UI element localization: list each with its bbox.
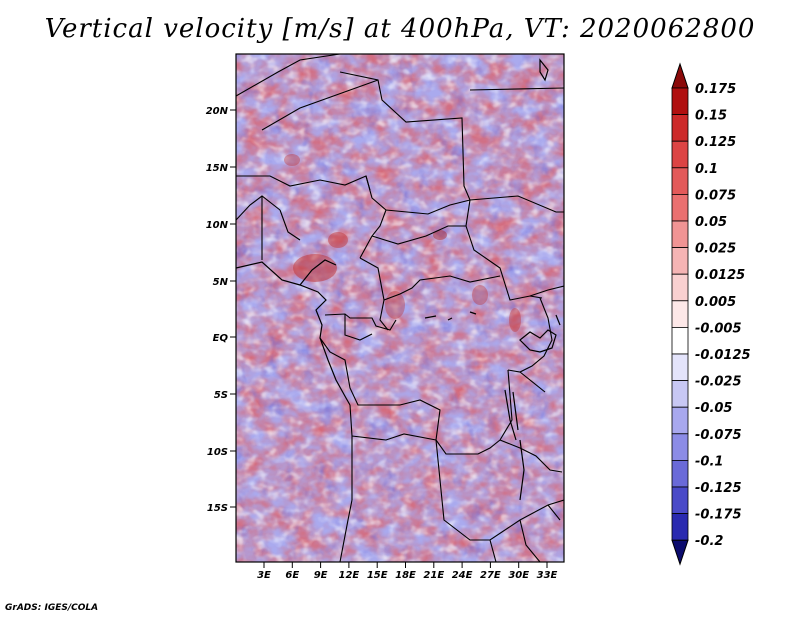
- colorbar-swatch: [671, 114, 689, 142]
- colorbar-level-label: -0.125: [695, 481, 742, 496]
- lat-tick-label: 10S: [207, 447, 228, 458]
- colorbar-swatch: [671, 87, 689, 116]
- colorbar-swatch: [671, 220, 689, 249]
- map-title: Vertical velocity [m/s] at 400hPa, VT: 2…: [44, 14, 756, 44]
- longitude-axis: 3E 6E 9E 12E 15E 18E 21E 24E 27E 30E 33E: [257, 562, 558, 581]
- colorbar-level-label: -0.1: [695, 454, 723, 469]
- colorbar-level-label: 0.0125: [695, 268, 745, 283]
- lon-tick-label: 27E: [480, 570, 501, 581]
- grads-credit: GrADS: IGES/COLA: [5, 603, 99, 613]
- lon-tick-label: 18E: [395, 570, 416, 581]
- colorbar-swatch: [671, 326, 689, 355]
- lon-tick-label: 3E: [257, 570, 271, 581]
- lat-tick-label: 15S: [207, 503, 228, 514]
- colorbar-swatch: [671, 433, 689, 461]
- colorbar-swatch: [671, 380, 689, 408]
- lon-tick-label: 6E: [285, 570, 299, 581]
- colorbar-level-label: 0.005: [695, 295, 736, 310]
- colorbar-level-label: 0.125: [695, 135, 736, 150]
- colorbar-top-arrow: [671, 62, 689, 89]
- lat-tick-label: 10N: [206, 220, 229, 231]
- colorbar-level-label: 0.075: [695, 188, 736, 203]
- lat-tick-label: 15N: [206, 163, 229, 174]
- lat-tick-label: EQ: [213, 333, 229, 344]
- lon-tick-label: 30E: [508, 570, 529, 581]
- map-frame: [235, 53, 565, 563]
- lon-tick-label: 15E: [367, 570, 388, 581]
- colorbar-level-label: 0.025: [695, 242, 736, 257]
- colorbar-swatch: [671, 140, 689, 169]
- colorbar-swatch: [671, 459, 689, 488]
- colorbar-swatch: [671, 353, 689, 382]
- lon-tick-label: 12E: [339, 570, 360, 581]
- colorbar-swatch: [671, 300, 689, 328]
- colorbar-level-label: -0.005: [695, 321, 742, 336]
- colorbar-swatch: [671, 513, 689, 541]
- colorbar-level-label: -0.0125: [695, 348, 751, 363]
- lat-tick-label: 5N: [213, 277, 229, 288]
- colorbar-swatch: [671, 406, 689, 435]
- lon-tick-label: 9E: [314, 570, 328, 581]
- colorbar-swatch: [671, 167, 689, 195]
- colorbar-level-label: 0.15: [695, 109, 727, 124]
- colorbar-level-label: -0.025: [695, 375, 742, 390]
- lon-tick-label: 33E: [537, 570, 558, 581]
- colorbar-swatch: [671, 247, 689, 275]
- colorbar-level-label: -0.075: [695, 428, 742, 443]
- country-borders: [236, 54, 564, 562]
- colorbar-swatch: [671, 193, 689, 222]
- coastlines-and-lakes: [236, 58, 561, 501]
- colorbar-level-label: -0.05: [695, 401, 732, 416]
- lat-tick-label: 5S: [214, 390, 228, 401]
- colorbar-level-label: 0.1: [695, 162, 718, 177]
- colorbar: 0.175 0.15 0.125 0.1 0.075 0.05 0.025 0.0125 0.0…: [671, 62, 751, 566]
- vertical-velocity-field: [236, 54, 564, 562]
- lat-tick-label: 20N: [206, 106, 229, 117]
- colorbar-bottom-arrow: [671, 539, 689, 566]
- latitude-axis: 20N 15N 10N 5N EQ 5S 10S 15S: [206, 106, 236, 514]
- colorbar-level-label: 0.175: [695, 82, 736, 97]
- colorbar-level-label: -0.2: [695, 534, 723, 549]
- lon-tick-label: 21E: [423, 570, 444, 581]
- colorbar-level-label: 0.05: [695, 215, 727, 230]
- colorbar-swatch: [671, 273, 689, 302]
- colorbar-level-label: -0.175: [695, 508, 742, 523]
- lon-tick-label: 24E: [452, 570, 473, 581]
- colorbar-swatch: [671, 486, 689, 515]
